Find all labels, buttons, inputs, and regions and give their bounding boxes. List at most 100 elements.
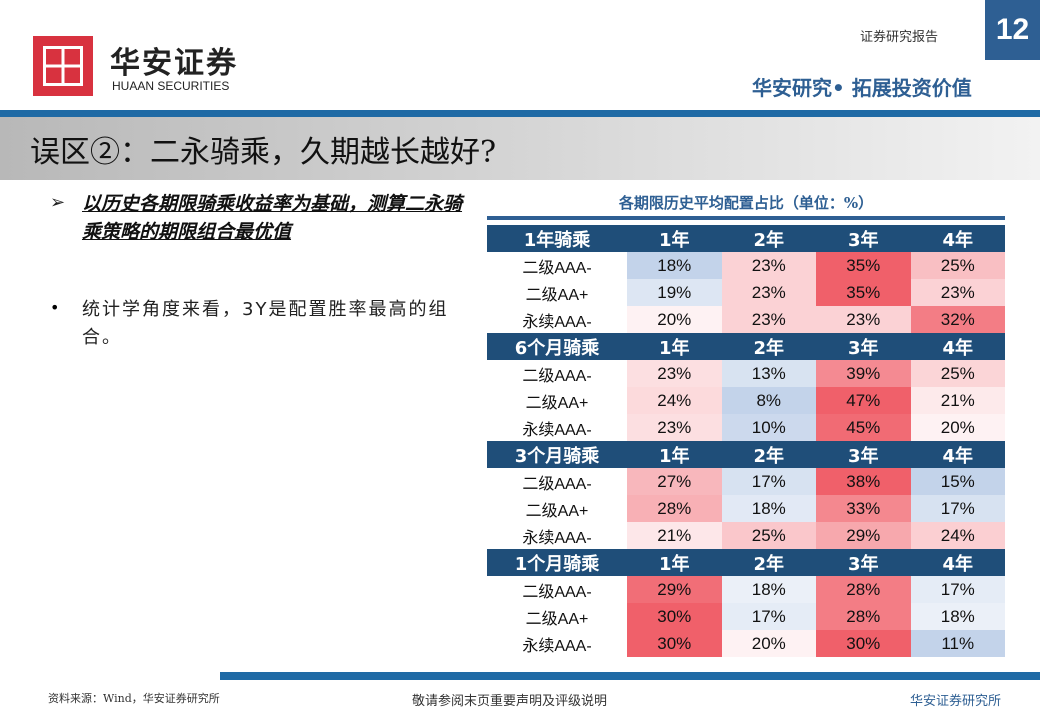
table-cell: 30% [627,603,722,630]
table-cell: 10% [721,414,816,441]
page-number: 12 [985,0,1040,60]
brand-name: 华安证券 [110,46,238,81]
logo [33,36,93,96]
row-label: 二级AA+ [525,394,589,412]
table-row: 二级AA+ 24% 8% 47% 21% [487,387,1005,414]
table-cell: 19% [627,279,722,306]
column-header: 2年 [721,549,816,576]
table-cell: 23% [910,279,1005,306]
column-header: 1年 [627,225,722,252]
table-cell: 29% [816,522,911,549]
column-header: 2年 [721,333,816,360]
table-cell: 35% [816,252,911,279]
table-cell: 25% [721,522,816,549]
divider [0,110,1040,117]
block-header: 1年骑乘 [487,225,627,252]
table-cell: 18% [721,495,816,522]
row-label: 二级AAA- [522,367,592,385]
table-cell: 23% [627,414,722,441]
column-header: 3年 [816,441,911,468]
table-row: 二级AAA- 27% 17% 38% 15% [487,468,1005,495]
table-cell: 21% [910,387,1005,414]
row-label: 永续AAA- [522,421,592,439]
divider [487,216,1005,220]
table-cell: 29% [627,576,722,603]
column-header: 1年 [627,441,722,468]
table-cell: 15% [910,468,1005,495]
table-row: 二级AA+ 28% 18% 33% 17% [487,495,1005,522]
title-bar [0,117,1040,180]
column-header: 4年 [910,333,1005,360]
disclaimer: 敬请参阅末页重要声明及评级说明 [412,694,608,709]
table-cell: 17% [721,603,816,630]
table-cell: 30% [816,630,911,657]
table-cell: 28% [816,576,911,603]
table-cell: 20% [910,414,1005,441]
block-header: 3个月骑乘 [487,441,627,468]
column-header: 2年 [721,225,816,252]
slogan: 华安研究• 拓展投资价值 [752,76,972,100]
block-header: 1个月骑乘 [487,549,627,576]
column-header: 2年 [721,441,816,468]
column-header: 1年 [627,333,722,360]
page-title: 误区②：二永骑乘，久期越长越好? [30,135,497,170]
footer-org: 华安证券研究所 [910,694,1002,709]
table-cell: 23% [721,306,816,333]
table-row: 二级AAA- 18% 23% 35% 25% [487,252,1005,279]
table-cell: 18% [910,603,1005,630]
column-header: 3年 [816,225,911,252]
table-header-row: 6个月骑乘 1年 2年 3年 4年 [487,333,1005,360]
column-header: 1年 [627,549,722,576]
table-cell: 23% [721,252,816,279]
table-cell: 8% [721,387,816,414]
table-cell: 45% [816,414,911,441]
row-label: 永续AAA- [522,637,592,655]
table-cell: 11% [910,630,1005,657]
table-cell: 24% [627,387,722,414]
bullet-text: 以历史各期限骑乘收益率为基础，测算二永骑乘策略的期限组合最优值 [82,193,463,243]
allocation-table: 1年骑乘 1年 2年 3年 4年 二级AAA- 18% 23% 35% 25% 二级AA+ 19% 23… [487,225,1005,657]
column-header: 3年 [816,333,911,360]
table-cell: 47% [816,387,911,414]
row-label: 二级AA+ [525,610,589,628]
report-label: 证券研究报告 [860,30,939,45]
row-label: 永续AAA- [522,529,592,547]
table-cell: 23% [721,279,816,306]
table-title: 各期限历史平均配置占比（单位：%） [618,194,874,212]
bullet-text: 统计学角度来看，3Y是配置胜率最高的组合。 [82,299,449,348]
table-cell: 39% [816,360,911,387]
row-label: 二级AAA- [522,475,592,493]
table-cell: 35% [816,279,911,306]
table-cell: 32% [910,306,1005,333]
table-cell: 20% [721,630,816,657]
row-label: 永续AAA- [522,313,592,331]
table-cell: 17% [721,468,816,495]
row-label: 二级AA+ [525,502,589,520]
table-cell: 28% [816,603,911,630]
dot-bullet-icon: • [50,298,60,317]
table-cell: 25% [910,252,1005,279]
table-header-row: 3个月骑乘 1年 2年 3年 4年 [487,441,1005,468]
table-row: 永续AAA- 30% 20% 30% 11% [487,630,1005,657]
table-cell: 17% [910,576,1005,603]
row-label: 二级AA+ [525,286,589,304]
table-cell: 20% [627,306,722,333]
arrow-bullet-icon: ➢ [50,192,66,213]
table-cell: 23% [627,360,722,387]
table-header-row: 1个月骑乘 1年 2年 3年 4年 [487,549,1005,576]
table-row: 二级AA+ 30% 17% 28% 18% [487,603,1005,630]
table-row: 二级AAA- 29% 18% 28% 17% [487,576,1005,603]
column-header: 4年 [910,549,1005,576]
table-cell: 21% [627,522,722,549]
table-row: 永续AAA- 20% 23% 23% 32% [487,306,1005,333]
divider [220,672,1040,680]
block-header: 6个月骑乘 [487,333,627,360]
table-header-row: 1年骑乘 1年 2年 3年 4年 [487,225,1005,252]
table-cell: 23% [816,306,911,333]
table-row: 二级AAA- 23% 13% 39% 25% [487,360,1005,387]
table-row: 二级AA+ 19% 23% 35% 23% [487,279,1005,306]
table-cell: 18% [721,576,816,603]
table-cell: 25% [910,360,1005,387]
table-cell: 38% [816,468,911,495]
table-cell: 28% [627,495,722,522]
